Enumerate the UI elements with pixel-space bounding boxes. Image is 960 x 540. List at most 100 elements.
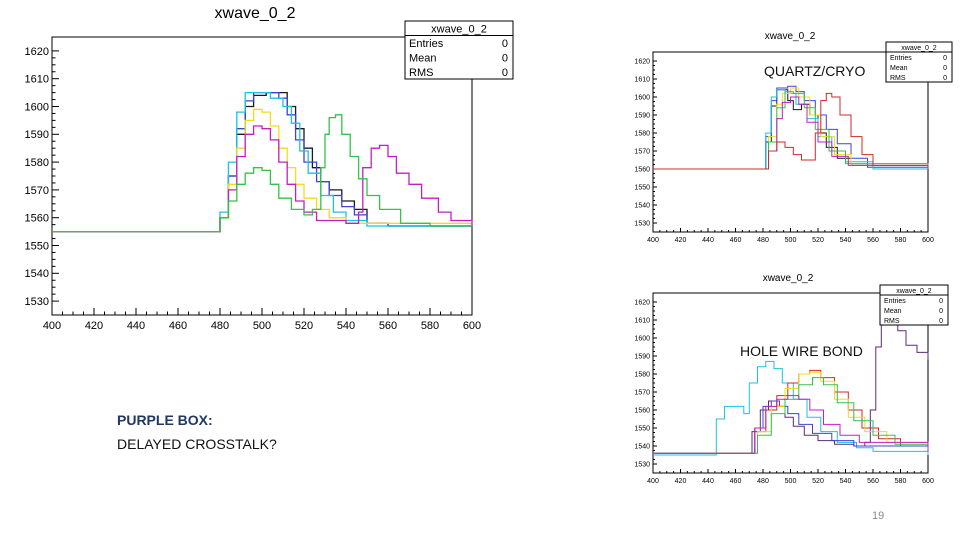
stats-value-entries: 0 <box>943 55 947 62</box>
waveform-series-line <box>653 87 929 170</box>
chart-title: xwave_0_2 <box>215 5 296 22</box>
quartz-cryo-chart: xwave_0_2 400 420 440 460 480 500 520 540 560 580 6… <box>634 31 953 244</box>
plot-frame <box>51 36 473 316</box>
waveform-series-line <box>653 395 929 454</box>
x-tick-label: 580 <box>421 320 439 332</box>
y-tick-label: 1550 <box>25 240 49 252</box>
x-tick-label: 580 <box>895 237 907 244</box>
stats-label-entries: Entries <box>890 55 912 62</box>
y-tick-label: 1590 <box>634 353 650 360</box>
y-tick-label: 1560 <box>25 213 49 225</box>
stats-title: xwave_0_2 <box>431 23 487 35</box>
stats-value-mean: 0 <box>502 53 508 65</box>
stats-box <box>879 284 949 326</box>
stats-label-rms: RMS <box>890 75 906 82</box>
y-tick-label: 1570 <box>25 185 49 197</box>
stats-box <box>885 41 953 83</box>
y-tick-label: 1600 <box>25 101 49 113</box>
chart-title: xwave_0_2 <box>763 273 814 284</box>
x-tick-label: 420 <box>85 320 103 332</box>
stats-label-mean: Mean <box>409 53 437 65</box>
x-tick-label: 500 <box>785 237 797 244</box>
waveform-series-line <box>653 92 929 170</box>
y-tick-label: 1610 <box>25 74 49 86</box>
stats-label-entries: Entries <box>884 298 906 305</box>
x-tick-label: 500 <box>253 320 271 332</box>
x-tick-label: 600 <box>922 478 934 485</box>
x-tick-label: 460 <box>169 320 187 332</box>
x-tick-label: 440 <box>702 478 714 485</box>
purple-box-label: PURPLE BOX: <box>117 412 213 428</box>
main-waveform-plot: xwave_0_2 400 420 440 460 480 500 520 540 560 580 6… <box>0 0 520 340</box>
stats-label-rms: RMS <box>884 318 900 325</box>
main-waveform-chart: xwave_0_2 400 420 440 460 480 500 520 540 560 580 6… <box>25 5 514 332</box>
stats-label-rms: RMS <box>409 67 433 79</box>
x-tick-label: 400 <box>647 237 659 244</box>
stats-label-mean: Mean <box>890 65 908 72</box>
x-tick-label: 580 <box>895 478 907 485</box>
waveform-series-line <box>653 91 929 170</box>
x-tick-label: 460 <box>730 478 742 485</box>
y-tick-label: 1570 <box>634 148 650 155</box>
y-tick-label: 1590 <box>25 129 49 141</box>
y-tick-label: 1530 <box>634 461 650 468</box>
y-tick-label: 1620 <box>634 299 650 306</box>
chart-title: xwave_0_2 <box>765 31 816 42</box>
x-tick-label: 520 <box>812 478 824 485</box>
x-tick-label: 420 <box>675 478 687 485</box>
quartz-cryo-caption: QUARTZ/CRYO <box>764 63 866 79</box>
y-tick-label: 1540 <box>634 443 650 450</box>
quartz-cryo-plot: xwave_0_2 400 420 440 460 480 500 520 540 560 580 6… <box>620 25 955 255</box>
x-tick-label: 560 <box>867 237 879 244</box>
y-tick-label: 1530 <box>25 296 49 308</box>
waveform-series-line <box>653 371 929 454</box>
y-tick-label: 1540 <box>25 268 49 280</box>
x-tick-label: 480 <box>757 237 769 244</box>
x-tick-label: 480 <box>757 478 769 485</box>
y-tick-label: 1540 <box>634 202 650 209</box>
stats-value-mean: 0 <box>943 65 947 72</box>
stats-value-rms: 0 <box>502 67 508 79</box>
page-number: 19 <box>872 510 885 522</box>
plot-frame <box>652 51 929 233</box>
hole-wire-bond-plot: xwave_0_2 400 420 440 460 480 500 520 540 560 580 6… <box>620 270 955 495</box>
waveform-series-line <box>52 125 473 233</box>
x-tick-label: 520 <box>812 237 824 244</box>
y-tick-label: 1580 <box>634 371 650 378</box>
y-tick-label: 1590 <box>634 112 650 119</box>
y-tick-label: 1560 <box>634 166 650 173</box>
stats-value-rms: 0 <box>943 75 947 82</box>
stats-value-entries: 0 <box>502 38 508 50</box>
y-tick-label: 1600 <box>634 94 650 101</box>
x-tick-label: 560 <box>867 478 879 485</box>
x-tick-label: 540 <box>337 320 355 332</box>
x-tick-label: 540 <box>840 478 852 485</box>
x-tick-label: 600 <box>463 320 481 332</box>
y-tick-label: 1620 <box>634 58 650 65</box>
waveform-series-line <box>653 377 929 454</box>
stats-value-rms: 0 <box>939 318 943 325</box>
y-tick-label: 1580 <box>25 157 49 169</box>
delayed-crosstalk-label: DELAYED CROSSTALK? <box>117 436 277 452</box>
y-tick-label: 1610 <box>634 317 650 324</box>
x-tick-label: 400 <box>647 478 659 485</box>
stats-title: xwave_0_2 <box>896 288 932 295</box>
y-tick-label: 1570 <box>634 389 650 396</box>
y-tick-label: 1610 <box>634 76 650 83</box>
hole-wire-bond-caption: HOLE WIRE BOND <box>740 343 863 359</box>
y-tick-label: 1550 <box>634 425 650 432</box>
x-tick-label: 400 <box>43 320 61 332</box>
x-tick-label: 500 <box>785 478 797 485</box>
waveform-series-line <box>52 108 473 233</box>
hole-wire-bond-chart: xwave_0_2 400 420 440 460 480 500 520 540 560 580 6… <box>634 273 949 485</box>
x-tick-label: 480 <box>211 320 229 332</box>
y-tick-label: 1600 <box>634 335 650 342</box>
stats-box <box>404 20 514 80</box>
x-tick-label: 600 <box>922 237 934 244</box>
x-tick-label: 540 <box>840 237 852 244</box>
x-tick-label: 520 <box>295 320 313 332</box>
x-tick-label: 460 <box>730 237 742 244</box>
y-tick-label: 1530 <box>634 220 650 227</box>
waveform-series-line <box>52 114 472 233</box>
x-tick-label: 560 <box>379 320 397 332</box>
